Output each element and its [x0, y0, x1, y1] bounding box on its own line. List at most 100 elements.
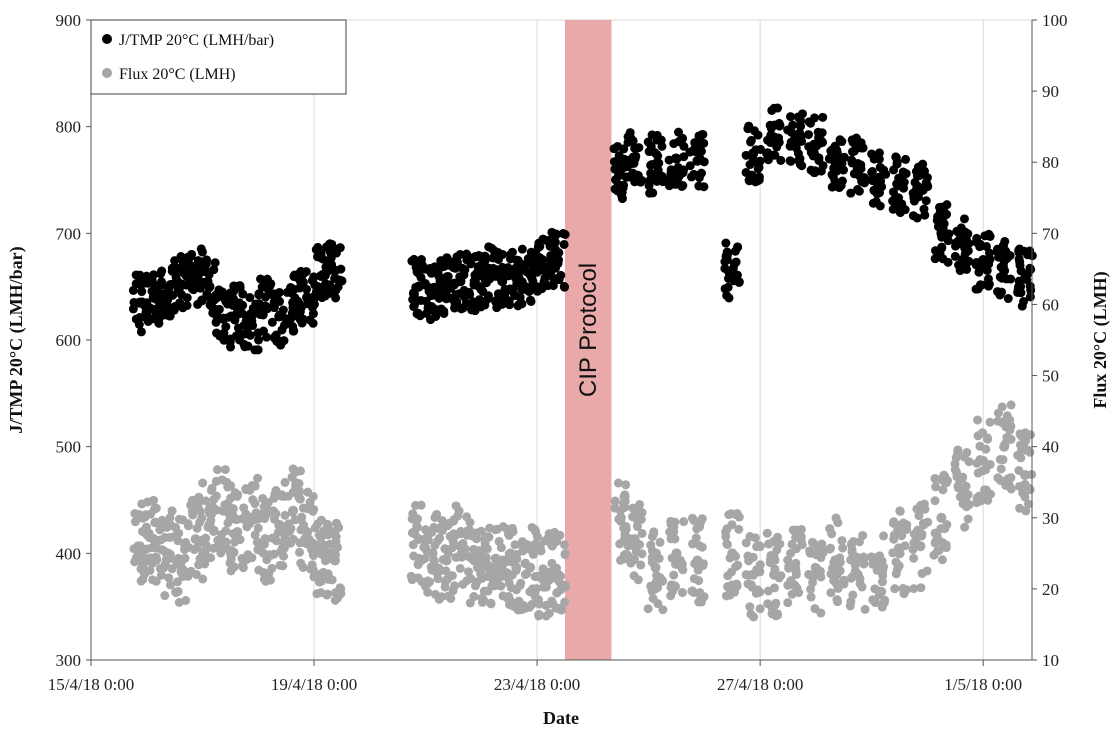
- data-point-cloud: [867, 149, 877, 159]
- data-point-cloud: [699, 157, 709, 167]
- data-point-cloud: [527, 273, 537, 283]
- data-point-cloud: [492, 560, 502, 570]
- data-point-cloud: [232, 514, 242, 524]
- data-point-cloud: [513, 255, 523, 265]
- data-point-cloud: [135, 271, 145, 281]
- data-point-cloud: [259, 539, 269, 549]
- data-point-cloud: [458, 579, 468, 589]
- data-point-cloud: [334, 523, 344, 533]
- data-point-cloud: [271, 294, 281, 304]
- data-point-cloud: [505, 300, 515, 310]
- data-point-cloud: [212, 465, 222, 475]
- data-point-cloud: [985, 254, 995, 264]
- data-point-cloud: [899, 183, 909, 193]
- data-point-cloud: [972, 493, 982, 503]
- data-point-cloud: [973, 431, 983, 441]
- data-point-cloud: [253, 473, 263, 483]
- data-point-cloud: [899, 589, 909, 599]
- data-point-cloud: [186, 251, 196, 261]
- data-point-cloud: [223, 482, 233, 492]
- data-point-cloud: [450, 581, 460, 591]
- data-point-cloud: [909, 584, 919, 594]
- data-point-cloud: [796, 133, 806, 143]
- data-point-cloud: [731, 562, 741, 572]
- data-point-cloud: [160, 591, 170, 601]
- data-point-cloud: [317, 576, 327, 586]
- data-point-cloud: [150, 518, 160, 528]
- data-point-cloud: [932, 215, 942, 225]
- data-point-cloud: [891, 153, 901, 163]
- data-point-cloud: [469, 544, 479, 554]
- data-point-cloud: [486, 599, 496, 609]
- data-point-cloud: [808, 538, 818, 548]
- data-point-cloud: [156, 570, 166, 580]
- data-point-cloud: [810, 604, 820, 614]
- data-point-cloud: [520, 559, 530, 569]
- data-point-cloud: [689, 588, 699, 598]
- data-point-cloud: [911, 538, 921, 548]
- y-right-tick-label: 20: [1042, 580, 1059, 599]
- data-point-cloud: [323, 523, 333, 533]
- data-point-cloud: [147, 276, 157, 286]
- data-point-cloud: [496, 543, 506, 553]
- data-point-cloud: [178, 571, 188, 581]
- data-point-cloud: [477, 573, 487, 583]
- data-point-cloud: [755, 604, 765, 614]
- data-point-cloud: [691, 533, 701, 543]
- data-point-cloud: [810, 562, 820, 572]
- data-point-cloud: [412, 267, 422, 277]
- data-point-cloud: [657, 141, 667, 151]
- data-point-cloud: [506, 557, 516, 567]
- data-point-cloud: [696, 517, 706, 527]
- data-point-cloud: [325, 280, 335, 290]
- data-point-cloud: [745, 532, 755, 542]
- data-point-cloud: [610, 164, 620, 174]
- data-point-cloud: [847, 545, 857, 555]
- data-point-cloud: [815, 542, 825, 552]
- data-point-cloud: [671, 153, 681, 163]
- data-point-cloud: [871, 197, 881, 207]
- data-point-cloud: [160, 533, 170, 543]
- data-point-cloud: [530, 587, 540, 597]
- data-point-cloud: [199, 257, 209, 267]
- data-point-cloud: [732, 579, 742, 589]
- data-point-cloud: [695, 541, 705, 551]
- axis-layer: 15/4/18 0:00 19/4/18 0:00 23/4/18 0:00 27/4…: [48, 11, 1068, 694]
- data-point-cloud: [170, 256, 180, 266]
- data-point-cloud: [143, 497, 153, 507]
- data-point-cloud: [189, 545, 199, 555]
- data-point-cloud: [515, 292, 525, 302]
- data-point-cloud: [786, 112, 796, 122]
- data-point-cloud: [694, 131, 704, 141]
- data-point-cloud: [138, 550, 148, 560]
- data-point-cloud: [985, 459, 995, 469]
- data-point-cloud: [198, 478, 208, 488]
- data-point-cloud: [938, 485, 948, 495]
- data-point-cloud: [626, 555, 636, 565]
- data-point-cloud: [767, 609, 777, 619]
- data-point-cloud: [213, 541, 223, 551]
- data-point-cloud: [765, 558, 775, 568]
- data-point-cloud: [1000, 439, 1010, 449]
- data-point-cloud: [151, 552, 161, 562]
- data-point-cloud: [438, 555, 448, 565]
- data-point-cloud: [731, 551, 741, 561]
- data-point-cloud: [425, 264, 435, 274]
- data-point-cloud: [751, 145, 761, 155]
- x-tick-label: 19/4/18 0:00: [271, 675, 357, 694]
- data-point-cloud: [837, 137, 847, 147]
- data-point-cloud: [818, 112, 828, 122]
- data-point-cloud: [520, 603, 530, 613]
- data-point-cloud: [536, 546, 546, 556]
- data-point-cloud: [951, 241, 961, 251]
- data-point-cloud: [650, 148, 660, 158]
- legend-box: [90, 19, 347, 95]
- y-right-tick-label: 10: [1042, 651, 1059, 670]
- data-point-cloud: [930, 496, 940, 506]
- data-point-cloud: [197, 295, 207, 305]
- data-point-cloud: [430, 540, 440, 550]
- data-point-cloud: [1015, 440, 1025, 450]
- data-point-cloud: [916, 583, 926, 593]
- y-axis-left-title: J/TMP 20°C (LMH/bar): [6, 246, 27, 433]
- data-point-cloud: [833, 583, 843, 593]
